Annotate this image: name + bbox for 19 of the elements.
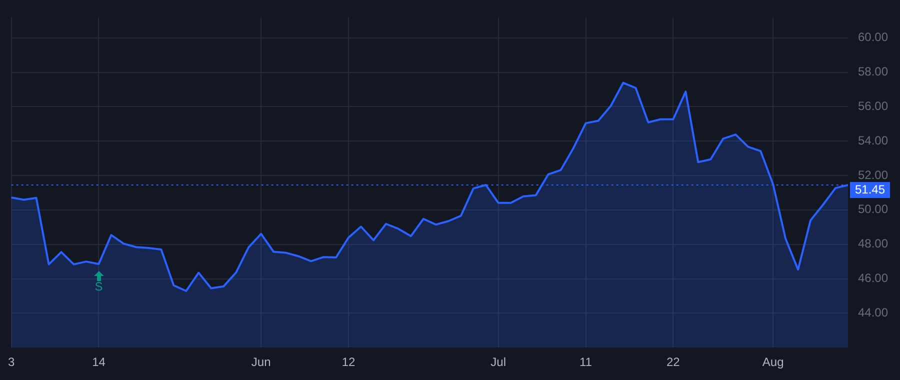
annotation: S: [94, 279, 103, 294]
x-tick-label: Jul: [490, 355, 506, 370]
y-tick-label: 44.00: [858, 305, 888, 320]
y-tick-label: 60.00: [858, 30, 888, 44]
x-tick-label: Aug: [762, 355, 784, 370]
y-tick-label: 58.00: [858, 64, 888, 79]
ref-line-label: 51.45: [855, 182, 886, 196]
x-tick-label: 3: [8, 355, 15, 370]
y-tick-label: 56.00: [858, 98, 888, 113]
x-tick-label: 14: [92, 355, 106, 370]
y-tick-label: 46.00: [858, 271, 888, 286]
x-tick-label: Jun: [251, 355, 271, 370]
x-tick-label: 12: [342, 355, 356, 370]
y-tick-label: 52.00: [858, 168, 888, 182]
x-tick-label: 11: [580, 355, 592, 370]
y-tick-label: 48.00: [858, 236, 888, 251]
x-tick-label: 22: [666, 355, 680, 370]
y-tick-label: 50.00: [858, 202, 888, 216]
y-tick-label: 54.00: [858, 133, 888, 148]
